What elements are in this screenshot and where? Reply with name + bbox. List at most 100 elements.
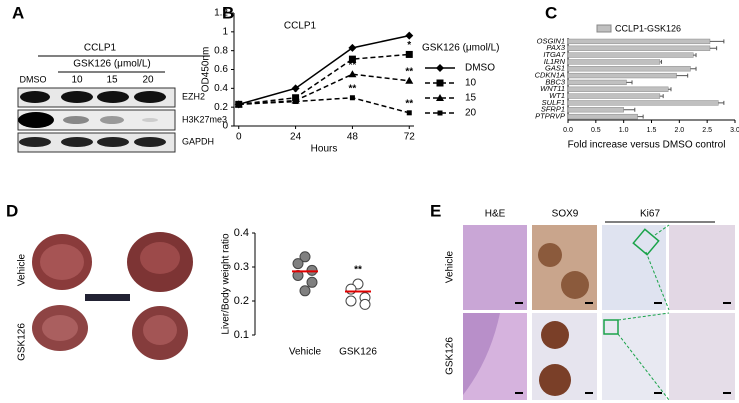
marker [291,84,300,93]
marker [437,110,443,116]
significance: ** [349,83,357,94]
error-bar [693,53,697,58]
column-label: H&E [485,209,506,220]
data-point [306,276,318,288]
legend-label: 20 [465,108,477,119]
category-label: PTPRVP [535,112,565,121]
lane-label: 20 [142,75,154,86]
significance: * [294,87,298,98]
x-tick-label: 24 [290,132,302,143]
marker [436,94,444,101]
blot-image [17,87,176,153]
bar [567,113,638,120]
row-label: GSK126 [17,323,28,361]
data-point [292,258,304,270]
bar [567,66,691,72]
marker [406,110,412,116]
x-axis-label: Fold increase versus DMSO control [568,140,726,151]
band-label: EZH2 [182,91,205,101]
data-point [299,251,311,263]
significance: * [407,40,411,51]
band-label: GAPDH [182,136,214,146]
panel-label: E [430,201,441,220]
category-label: IL1RN [544,57,566,66]
y-tick-label: 1.2 [214,8,228,19]
legend-label: CCLP1-GSK126 [615,23,681,33]
histology-images [463,224,735,401]
legend-label: 10 [465,78,477,89]
category-label: BBC3 [545,77,565,86]
series-line [238,34,410,106]
marker [436,64,444,72]
data-point [306,264,318,276]
row-label: GSK126 [445,337,456,375]
marker [349,95,355,101]
marker [348,70,357,78]
x-tick-label: 0.5 [591,127,601,134]
marker [348,43,357,52]
panel-label: A [12,3,24,22]
x-tick-label: 48 [347,132,359,143]
bar [567,93,661,99]
category-label: WT1 [549,91,565,100]
y-tick-label: 0.2 [234,295,249,307]
error-bar [709,39,725,44]
x-tick-label: 1.5 [647,127,657,134]
band-label: H3K27me3 [182,114,227,124]
row-label: Vehicle [445,250,456,283]
x-tick-label: 3.0 [730,127,739,134]
category-label: OSGIN1 [537,36,565,45]
error-bar [718,100,725,105]
y-tick-label: 0.3 [234,261,249,273]
cell-line: CCLP1 [84,43,117,54]
bar [567,38,711,45]
chart-title: CCLP1 [284,21,317,32]
x-tick-label: Vehicle [289,347,322,358]
x-tick-label: 1.0 [619,127,629,134]
y-tick-label: 1 [222,26,228,37]
series-line [238,53,410,106]
error-bar [623,107,636,112]
data-point [359,298,371,310]
y-tick-label: 0.6 [214,64,228,75]
bar [567,72,677,79]
y-tick-label: 0.1 [234,329,249,341]
legend-label: 15 [465,93,477,104]
error-bar [626,80,633,85]
error-bar [668,87,672,92]
y-axis-label: Liver/Body weight ratio [221,233,232,335]
lane-label: 15 [106,75,118,86]
marker [405,50,413,58]
error-bar [659,94,664,99]
treatment: GSK126 (μmol/L) [73,59,150,70]
error-bar [709,46,718,51]
x-tick-label: 2.0 [674,127,684,134]
marker [293,99,299,105]
x-tick-label: 0 [236,132,242,143]
category-label: WNT11 [540,84,565,93]
significance: * [350,45,354,56]
lane-label: 10 [71,75,83,86]
x-tick-label: GSK126 [339,347,377,358]
bar [567,45,711,51]
category-label: GAS1 [545,64,565,73]
category-label: CDKN1A [535,71,565,80]
significance: ** [405,66,413,77]
legend-swatch [596,24,612,33]
panel-label: D [6,201,18,220]
y-tick-label: 0 [222,121,228,132]
column-label: Ki67 [640,209,660,220]
x-tick-label: 0.0 [563,127,573,134]
data-point [299,285,311,297]
legend-title: GSK126 (μmol/L) [422,43,499,54]
marker [405,76,414,84]
lane-label: DMSO [20,74,47,84]
marker [436,79,444,87]
error-bar [690,66,697,71]
error-bar [637,114,644,119]
significance: ** [405,98,413,109]
category-label: SFRP1 [541,105,565,114]
significance: ** [349,60,357,71]
